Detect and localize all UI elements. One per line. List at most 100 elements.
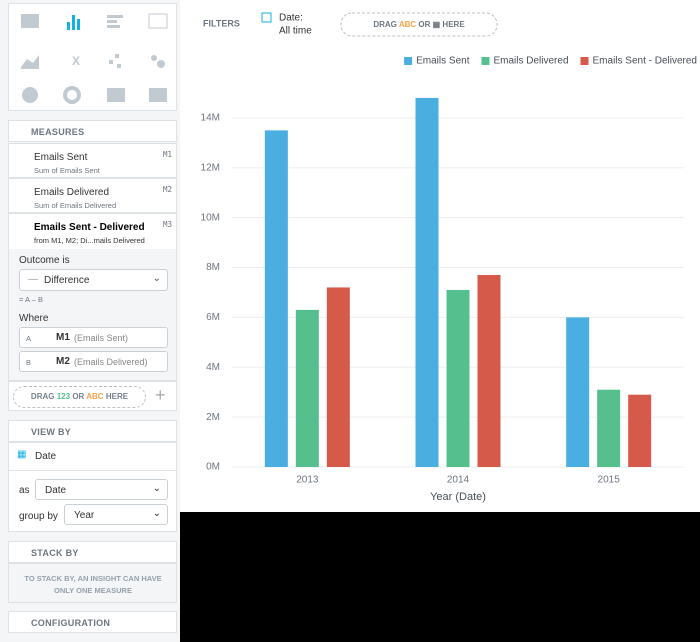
measure-item[interactable]: Emails Sent Sum of Emails Sent M1 (8, 143, 177, 178)
x-tick-label: 2013 (296, 475, 319, 486)
icon: ⌄ (152, 508, 161, 519)
measure-name: Emails Sent - Delivered (34, 222, 145, 233)
measures-header: MEASURES (8, 120, 177, 142)
attribute: Date (35, 451, 57, 462)
t: 123 (56, 392, 71, 401)
icon: — (28, 274, 38, 285)
measure-name: Emails Sent (34, 152, 88, 163)
t: ABC (399, 20, 417, 29)
bar (597, 389, 621, 467)
operand-letter: A (26, 334, 32, 343)
bar (264, 130, 288, 467)
measure-sub: Sum of Emails Delivered (34, 201, 117, 210)
icon: ▦ (17, 449, 27, 460)
y-tick-label: 4M (206, 362, 220, 373)
filter-drop-zone[interactable] (340, 12, 498, 37)
y-tick-label: 2M (206, 412, 220, 423)
t: OR (72, 392, 85, 401)
label: group by (19, 511, 58, 522)
t: ABC (86, 392, 104, 401)
y-tick-label: 14M (201, 113, 220, 124)
operand[interactable]: A M1 (Emails Sent) (19, 327, 168, 348)
measure-name: Emails Delivered (34, 187, 110, 198)
drop-zone[interactable]: DRAG 123 OR ABC HERE (13, 386, 146, 408)
y-tick-label: 0M (206, 462, 220, 473)
group-dropdown[interactable]: Year ⌄ (64, 504, 168, 525)
bar (326, 287, 350, 467)
bar (446, 289, 470, 467)
calendar-icon (261, 12, 272, 23)
t: HERE (105, 392, 129, 401)
measure-sub: from M1, M2; Di...mails Delivered (34, 236, 145, 245)
measure-item[interactable]: Emails Delivered Sum of Emails Delivered… (8, 178, 177, 213)
icon: ⌄ (152, 483, 161, 494)
label: Where (19, 313, 49, 324)
x-tick-label: 2014 (447, 475, 470, 486)
view-by-header: VIEW BY (8, 420, 177, 442)
operand-id: M1 (56, 332, 70, 343)
operand[interactable]: B M2 (Emails Delivered) (19, 351, 168, 372)
configuration-header[interactable]: CONFIGURATION (8, 611, 177, 633)
dropdown-value: Difference (44, 275, 90, 286)
section-title: VIEW BY (31, 427, 72, 437)
section-title: MEASURES (31, 127, 85, 137)
svg-text:X: X (72, 54, 80, 68)
x-tick-label: 2015 (598, 475, 621, 486)
add-button[interactable]: + (155, 385, 166, 405)
stack-by-body: TO STACK BY, AN INSIGHT CAN HAVE ONLY ON… (8, 563, 177, 603)
label: as (19, 485, 30, 496)
drop-hint: DRAG ABC OR ▦ HERE (373, 20, 465, 29)
operand-name: (Emails Delivered) (74, 357, 148, 367)
bar (477, 274, 501, 467)
y-tick-label: 8M (206, 262, 220, 273)
y-tick-label: 12M (201, 162, 220, 173)
dropdown-value: Date (45, 485, 67, 496)
formula: = A – B (19, 295, 43, 304)
chart-type-icons: X (21, 13, 168, 104)
measure-head[interactable] (9, 214, 176, 249)
measure-sub: Sum of Emails Sent (34, 166, 100, 175)
section-title: CONFIGURATION (31, 618, 111, 628)
legend-swatch (404, 57, 413, 65)
measure-drop: DRAG 123 OR ABC HERE + (8, 381, 177, 411)
measure-id: M1 (163, 150, 173, 159)
t: DRAG (30, 392, 55, 401)
filter-value[interactable]: All time (279, 26, 312, 37)
dropdown-value: Year (74, 510, 95, 521)
measure-id: M2 (163, 185, 173, 194)
bar (415, 97, 439, 468)
legend-swatch (481, 57, 490, 65)
filter-label[interactable]: Date: (279, 13, 303, 24)
message: TO STACK BY, AN INSIGHT CAN HAVE ONLY ON… (24, 574, 162, 595)
t: DRAG (373, 20, 397, 29)
measure-item-expanded: Emails Sent - Delivered from M1, M2; Di.… (8, 213, 177, 381)
y-tick-label: 10M (201, 212, 220, 223)
view-by-body: ▦ Date as Date ⌄ group by Year ⌄ (8, 442, 177, 532)
sidebar: X MEASURES Emails Sent Sum of Emails Sen… (0, 0, 180, 642)
t: HERE (442, 20, 465, 29)
stack-by-header: STACK BY (8, 541, 177, 563)
as-dropdown[interactable]: Date ⌄ (35, 479, 168, 500)
operation-dropdown[interactable]: — Difference ⌄ (19, 269, 168, 291)
icon: ⌄ (152, 273, 161, 284)
filters-label: FILTERS (203, 18, 240, 28)
divider (9, 470, 176, 471)
operand-name: (Emails Sent) (74, 333, 129, 343)
section-title: STACK BY (31, 548, 79, 558)
bar (628, 394, 652, 467)
legend-label: Emails Delivered (493, 56, 568, 67)
legend-label: Emails Sent - Delivered (593, 56, 697, 67)
chart-type-picker[interactable]: X (8, 3, 177, 111)
bar (566, 317, 590, 467)
label: Outcome is (19, 255, 70, 266)
operand-id: M2 (56, 356, 70, 367)
t: OR (418, 20, 430, 29)
x-axis-title: Year (Date) (430, 491, 486, 503)
measure-id: M3 (163, 220, 173, 229)
operand-letter: B (26, 358, 32, 367)
chart: FILTERS Date: All time DRAG ABC OR ▦ HER… (180, 0, 700, 512)
legend-label: Emails Sent (416, 56, 470, 67)
legend-swatch (580, 57, 589, 65)
y-tick-label: 6M (206, 312, 220, 323)
